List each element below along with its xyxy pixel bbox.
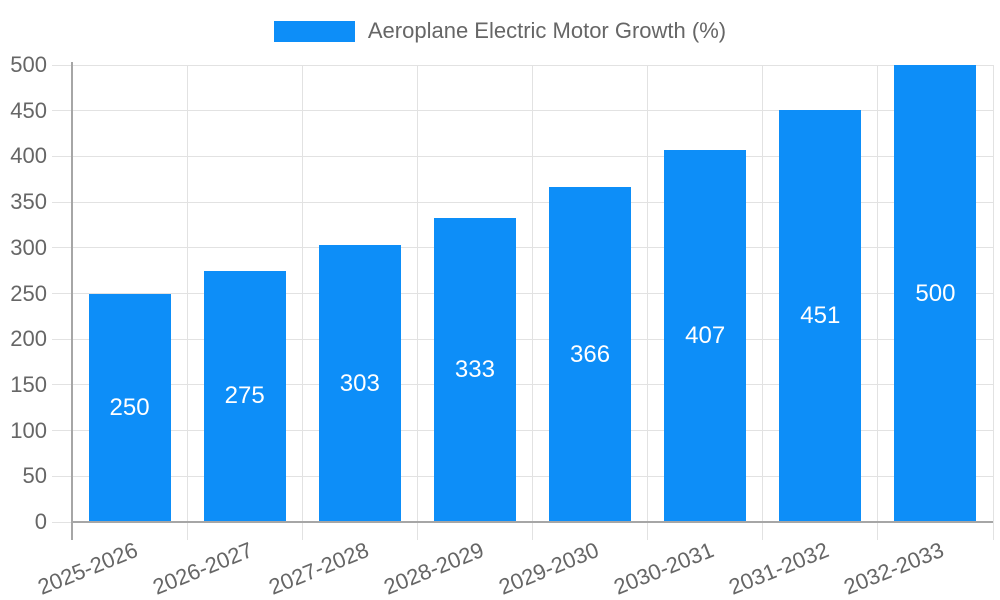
y-tick-label: 200 [10, 326, 47, 352]
bar-value-label: 303 [339, 369, 380, 397]
h-gridline [52, 155, 993, 157]
h-gridline [52, 338, 993, 340]
legend-series-label: Aeroplane Electric Motor Growth (%) [367, 18, 727, 43]
y-tick-label: 450 [10, 97, 47, 123]
legend-item[interactable]: Aeroplane Electric Motor Growth (%) [273, 18, 727, 44]
legend-color-swatch [273, 20, 355, 42]
v-gridline [301, 65, 303, 540]
x-tick-label: 2031-2032 [725, 537, 833, 600]
y-tick-label: 0 [34, 509, 47, 534]
bar-2027-2028[interactable]: 303 [318, 245, 401, 522]
y-tick-label: 150 [10, 371, 47, 397]
v-gridline [762, 65, 764, 540]
bar-value-label: 451 [800, 301, 841, 329]
bar-2025-2026[interactable]: 250 [88, 293, 171, 522]
y-tick-label: 250 [10, 280, 47, 306]
bar-2028-2029[interactable]: 333 [433, 217, 516, 522]
v-gridline [992, 65, 994, 540]
x-tick-label: 2027-2028 [264, 537, 372, 600]
h-gridline [52, 201, 993, 203]
v-gridline [877, 65, 879, 540]
y-axis-line [71, 62, 73, 540]
x-tick-label: 2028-2029 [380, 537, 487, 600]
y-tick-label: 300 [10, 234, 47, 260]
h-gridline [52, 475, 993, 477]
x-tick-label: 2029-2030 [495, 537, 603, 600]
y-tick-label: 350 [10, 189, 47, 215]
v-gridline [532, 65, 533, 540]
bar-value-label: 333 [454, 355, 495, 383]
bar-value-label: 407 [685, 322, 726, 349]
h-gridline [52, 293, 993, 294]
h-gridline [52, 247, 993, 249]
x-tick-label: 2030-2031 [610, 537, 718, 600]
x-axis-line [72, 521, 993, 523]
y-tick-label: 500 [10, 52, 47, 77]
v-gridline [647, 65, 649, 540]
bar-2030-2031[interactable]: 407 [664, 150, 747, 522]
x-tick-label: 2025-2026 [34, 537, 142, 600]
bar-2032-2033[interactable]: 500 [894, 65, 977, 522]
v-gridline [186, 65, 188, 540]
chart-legend: Aeroplane Electric Motor Growth (%) [0, 18, 1000, 44]
x-tick-label: 2032-2033 [840, 537, 948, 600]
h-gridline [52, 384, 993, 386]
v-gridline [416, 65, 418, 540]
h-gridline [52, 64, 993, 66]
bar-value-label: 366 [570, 340, 611, 368]
bar-value-label: 500 [915, 279, 956, 307]
y-tick-label: 50 [22, 463, 47, 489]
bar-2031-2032[interactable]: 451 [779, 109, 862, 522]
bar-value-label: 275 [224, 382, 265, 410]
h-gridline [52, 110, 993, 112]
bar-2026-2027[interactable]: 275 [203, 270, 286, 522]
y-tick-label: 400 [10, 143, 47, 169]
bar-value-label: 250 [109, 393, 150, 421]
plot-area: 250 275 303 333 366 407 451 500 [52, 64, 994, 540]
bar-2029-2030[interactable]: 366 [549, 187, 632, 522]
h-gridline [52, 430, 993, 432]
x-tick-label: 2026-2027 [149, 537, 257, 600]
y-tick-label: 100 [10, 417, 47, 443]
